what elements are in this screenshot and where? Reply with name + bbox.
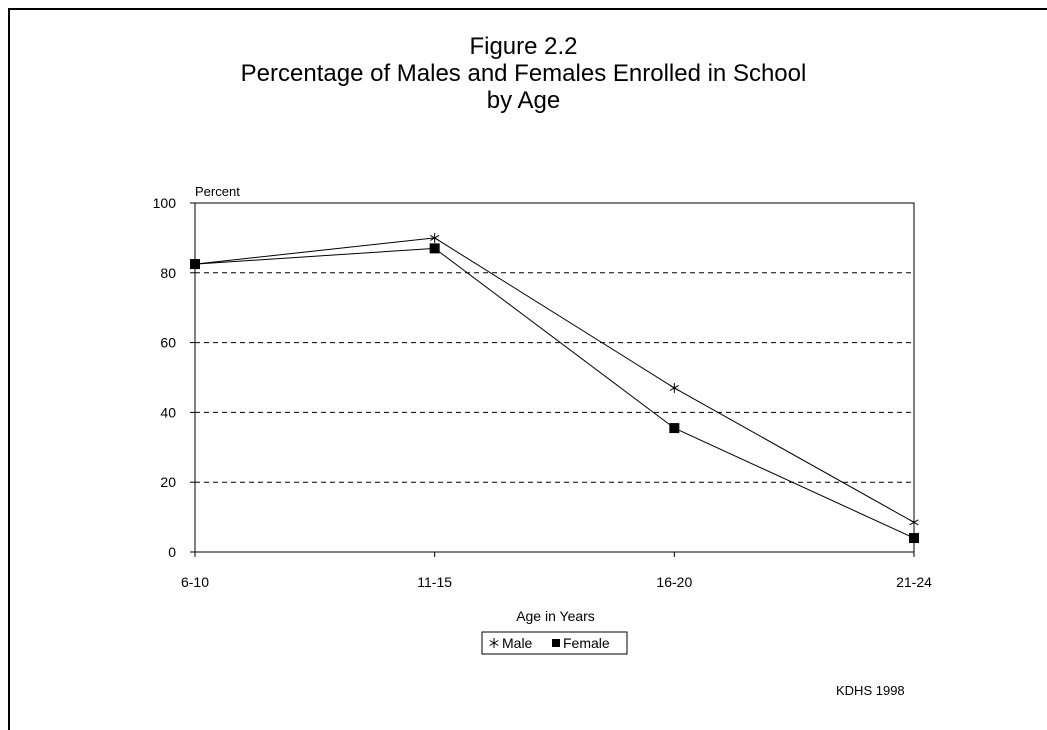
- y-tick-label: 100: [153, 195, 177, 211]
- data-point-female: [190, 259, 200, 270]
- legend-female-marker-icon: [552, 639, 560, 647]
- x-tick-label: 21-24: [896, 574, 932, 590]
- data-point-female: [909, 533, 919, 544]
- data-point-male: [909, 517, 919, 528]
- x-tick-label: 11-15: [417, 574, 452, 590]
- chart-subtitle-line-1: Percentage of Males and Females Enrolled…: [240, 60, 807, 87]
- series-line-female: [194, 247, 915, 539]
- data-point-male: [430, 232, 440, 243]
- y-tick-label: 80: [160, 265, 176, 281]
- chart-title: Figure 2.2: [469, 33, 578, 60]
- chart-subtitle-line-2: by Age: [486, 87, 561, 114]
- chart-title-block: Figure 2.2 Percentage of Males and Femal…: [0, 33, 1047, 114]
- data-point-female: [669, 423, 680, 434]
- data-point-female: [429, 243, 440, 254]
- y-tick-label: 0: [168, 544, 176, 560]
- chart-frame: [8, 8, 1047, 730]
- series-line-male: [194, 237, 915, 523]
- y-tick-label: 60: [160, 335, 176, 351]
- y-axis-label: Percent: [195, 184, 240, 199]
- source-note: KDHS 1998: [836, 683, 905, 698]
- legend-male-marker-icon: [489, 638, 499, 648]
- data-point-male: [669, 382, 679, 393]
- plot-area-border: [194, 202, 915, 553]
- y-tick-label: 40: [160, 404, 176, 420]
- x-tick-label: 16-20: [656, 574, 692, 590]
- x-tick-label: 6-10: [181, 574, 209, 590]
- y-tick-label: 20: [160, 474, 176, 490]
- legend-label-male: Male: [502, 635, 533, 651]
- x-axis-label: Age in Years: [516, 608, 595, 624]
- legend-label-female: Female: [563, 635, 610, 651]
